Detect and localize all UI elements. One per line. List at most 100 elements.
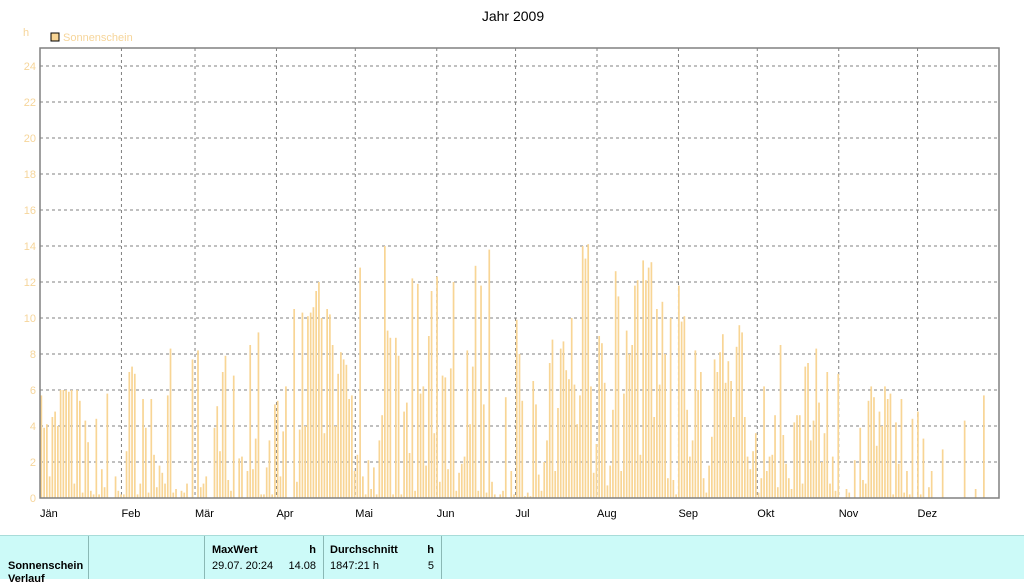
x-tick-label: Sep [678, 508, 698, 520]
bar [318, 282, 320, 498]
bar [776, 487, 779, 498]
bar [675, 494, 677, 498]
bar [378, 440, 381, 498]
bar [114, 476, 117, 498]
bar [664, 354, 666, 498]
sunshine-chart: Jahr 2009 h Sonnenschein 024681012141618… [23, 8, 1000, 520]
bar [139, 483, 142, 498]
bar [634, 285, 636, 498]
bar [279, 476, 282, 498]
bar [169, 348, 172, 498]
y-tick-label: 8 [30, 349, 36, 361]
y-tick-label: 10 [24, 313, 36, 325]
bar [787, 478, 790, 498]
bar [732, 417, 735, 498]
bar [252, 469, 254, 498]
bar [326, 309, 328, 498]
legend-swatch [50, 32, 60, 42]
bar [617, 296, 620, 498]
bar [416, 283, 419, 498]
bar [422, 386, 425, 498]
bar [864, 483, 867, 498]
stats-table: Sonnenschein Verlauf MaxWert h 29.07. 20… [0, 535, 1024, 585]
bar [815, 348, 818, 498]
bar [389, 337, 392, 498]
bar [565, 370, 568, 498]
x-tick-label: Apr [276, 508, 293, 520]
bar [628, 354, 631, 498]
bar [356, 454, 359, 498]
bar [878, 411, 881, 498]
bar [790, 489, 793, 498]
bar [133, 373, 136, 498]
bar [477, 490, 480, 498]
bar [974, 489, 977, 498]
bar [265, 467, 268, 498]
bar [150, 399, 153, 498]
bar [983, 395, 985, 498]
bar [892, 494, 895, 498]
bar [76, 390, 78, 498]
bar [249, 345, 252, 498]
bar [576, 424, 579, 498]
bar [763, 386, 765, 498]
x-tick-label: Feb [121, 508, 140, 520]
bar [818, 402, 820, 498]
bar [397, 355, 400, 498]
bar [400, 494, 403, 498]
bar [136, 494, 139, 498]
bar [268, 440, 271, 498]
bar [46, 424, 48, 498]
bar [724, 382, 727, 498]
bar [51, 417, 54, 498]
bar [59, 390, 62, 498]
bar [430, 291, 433, 498]
bar [301, 312, 304, 498]
y-tick-label: 0 [30, 493, 36, 505]
bar [603, 382, 606, 498]
bar [191, 359, 194, 498]
bar [221, 372, 224, 498]
bar [367, 460, 370, 498]
bar [405, 402, 408, 498]
bar [886, 399, 889, 498]
bar [631, 345, 634, 498]
bar [798, 415, 801, 498]
bar [930, 471, 933, 498]
bar [304, 426, 307, 498]
bar [491, 481, 493, 498]
stats-row-label-2: Verlauf [8, 573, 45, 585]
bar [205, 476, 208, 498]
bar [320, 318, 323, 498]
bar [694, 350, 697, 498]
bar [785, 463, 787, 498]
bar [70, 390, 73, 498]
bar [463, 456, 466, 498]
bar [257, 332, 260, 498]
bar [900, 399, 903, 498]
bar [801, 483, 804, 498]
bar [812, 420, 815, 498]
bar [117, 490, 120, 498]
bar [452, 282, 455, 498]
bar [595, 444, 598, 498]
x-tick-label: Nov [839, 508, 859, 520]
bar [831, 456, 834, 498]
x-tick-label: Mai [355, 508, 373, 520]
bar [543, 462, 546, 498]
avg-total: 1847:21 h [330, 560, 379, 572]
bar [609, 465, 612, 498]
bar [820, 462, 823, 498]
bar [532, 381, 535, 498]
bar [180, 490, 183, 498]
bar [683, 316, 686, 498]
bar [307, 316, 309, 498]
bar [425, 465, 427, 498]
bar [889, 393, 892, 498]
bar [730, 381, 732, 498]
x-axis-ticks: Jän Feb Mär Apr Mai Jun Jul Aug Sep Okt Nov Dez [40, 508, 937, 520]
bar [590, 386, 592, 498]
bar [403, 411, 405, 498]
bar [469, 424, 471, 498]
bar [199, 487, 202, 498]
